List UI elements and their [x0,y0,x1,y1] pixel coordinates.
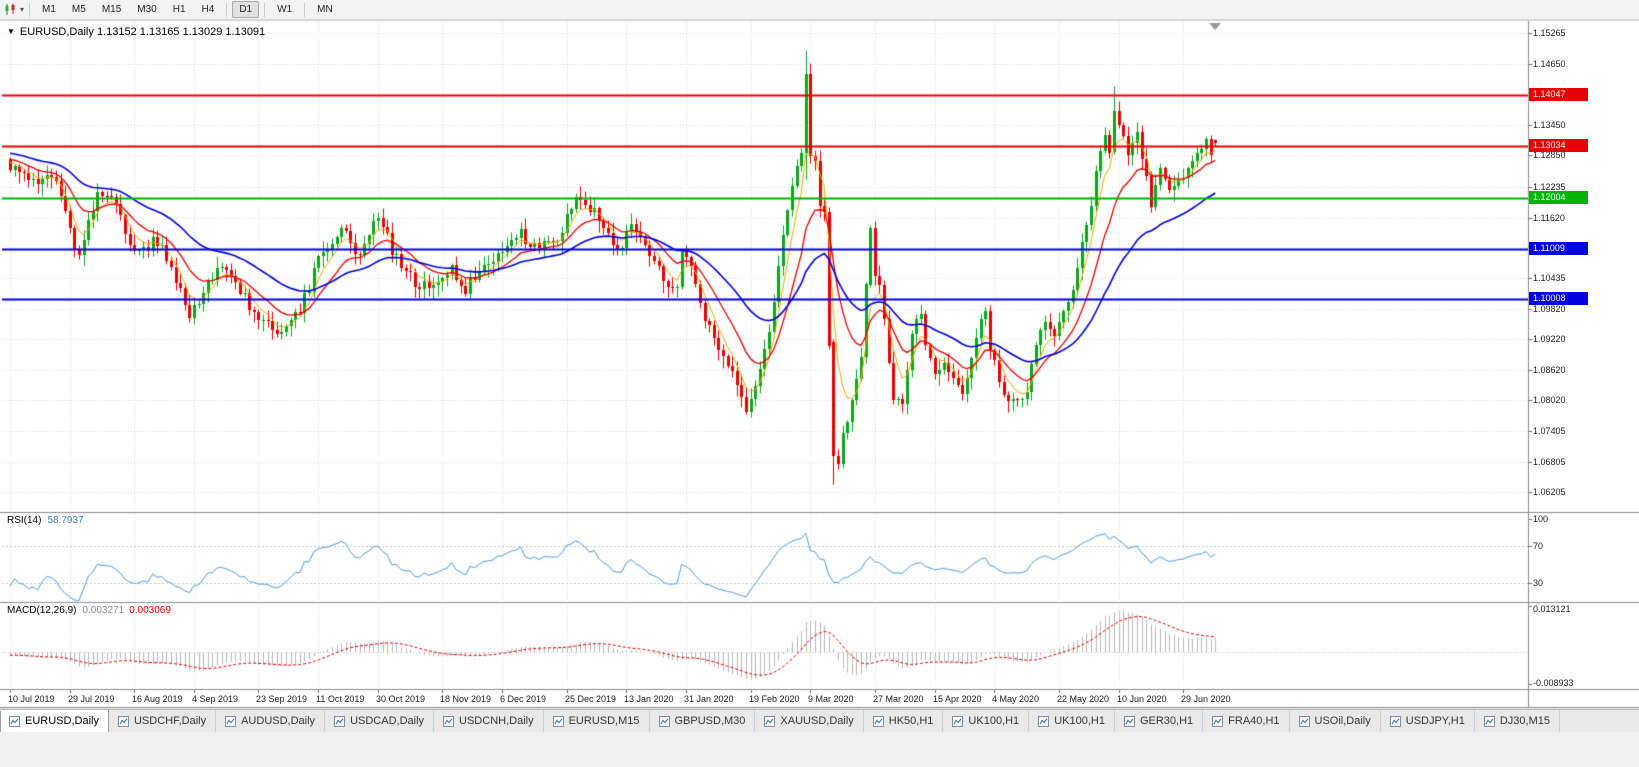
chart-tab-usdcnh-daily[interactable]: USDCNH,Daily [434,710,544,732]
chart-dropdown-caret-icon[interactable]: ▾ [20,4,25,14]
timeframe-button-m1[interactable]: M1 [42,4,56,15]
timeframe-button-m15[interactable]: M15 [101,4,122,15]
mini-chart-icon [1123,715,1135,727]
chart-tab-label: GBPUSD,M30 [674,715,746,727]
chart-tab-label: USOil,Daily [1314,715,1371,727]
chart-tab-label: EURUSD,Daily [25,715,99,727]
chart-tab-label: FRA40,H1 [1228,715,1280,727]
mini-chart-icon [764,715,776,727]
chart-tab-hk50-h1[interactable]: HK50,H1 [863,710,944,732]
mini-chart-icon [952,715,964,727]
chart-tab-usdcad-daily[interactable]: USDCAD,Daily [325,710,435,732]
mini-chart-icon [443,715,455,727]
timeframe-button-m30[interactable]: M30 [137,4,157,15]
mini-chart-icon [1483,715,1495,727]
mini-chart-icon [552,715,564,727]
chart-tab-eurusd-m15[interactable]: EURUSD,M15 [543,710,650,732]
timeframe-button-m5[interactable]: M5 [71,4,86,15]
chart-tab-label: UK100,H1 [1054,715,1105,727]
mini-chart-icon [1298,715,1310,727]
mini-chart-icon [334,715,346,727]
chart-tab-label: USDCAD,Daily [350,715,425,727]
chart-tab-label: USDJPY,H1 [1405,715,1465,727]
chart-tab-label: USDCNH,Daily [459,715,534,727]
toolbar-separator [304,2,306,17]
mini-chart-icon [1038,715,1050,727]
timeframe-button-h1[interactable]: H1 [172,4,186,15]
chart-tab-bar: EURUSD,Daily USDCHF,Daily AUDUSD,Daily USDC… [0,709,1639,732]
chart-tab-dj30-m15[interactable]: DJ30,M15 [1474,710,1560,732]
chart-tab-uk100-h1[interactable]: UK100,H1 [943,710,1030,732]
chart-tab-label: HK50,H1 [888,715,934,727]
chart-tab-xauusd-daily[interactable]: XAUUSD,Daily [755,710,864,732]
chart-tab-ger30-h1[interactable]: GER30,H1 [1114,710,1204,732]
toolbar-separator [226,2,228,17]
timeframe-toolbar: ▾ M1 M5 M15 M30 H1 H4 D1 W1 MN [0,0,1639,20]
chart-tab-label: AUDUSD,Daily [241,715,316,727]
chart-tab-label: DJ30,M15 [1499,715,1550,727]
chart-type-icon[interactable] [4,2,18,18]
mini-chart-icon [1389,715,1401,727]
mini-chart-icon [1212,715,1224,727]
mini-chart-icon [9,715,20,727]
timeframe-button-d1[interactable]: D1 [232,1,260,18]
chart-tab-usoil-daily[interactable]: USOil,Daily [1289,710,1381,732]
chart-tab-uk100-h1[interactable]: UK100,H1 [1029,710,1115,732]
chart-tab-label: USDCHF,Daily [133,715,207,727]
toolbar-separator [264,2,266,17]
mini-chart-icon [658,715,670,727]
mini-chart-icon [872,715,884,727]
chart-tab-eurusd-daily[interactable]: EURUSD,Daily [0,710,109,732]
timeframe-button-h4[interactable]: H4 [201,4,215,15]
mini-chart-icon [117,715,129,727]
chart-tab-usdchf-daily[interactable]: USDCHF,Daily [108,710,217,732]
chart-tab-label: GER30,H1 [1139,715,1194,727]
mini-chart-icon [225,715,237,727]
toolbar-separator [29,2,31,17]
chart-tab-gbpusd-m30[interactable]: GBPUSD,M30 [649,710,756,732]
timeframe-button-w1[interactable]: W1 [277,4,293,15]
chart-tab-usdjpy-h1[interactable]: USDJPY,H1 [1380,710,1475,732]
chart-tab-audusd-daily[interactable]: AUDUSD,Daily [216,710,326,732]
chart-tab-fra40-h1[interactable]: FRA40,H1 [1203,710,1290,732]
chart-tab-label: XAUUSD,Daily [780,715,854,727]
chart-tab-label: UK100,H1 [968,715,1020,727]
chart-tab-label: EURUSD,M15 [568,715,640,727]
timeframe-button-mn[interactable]: MN [317,4,333,15]
